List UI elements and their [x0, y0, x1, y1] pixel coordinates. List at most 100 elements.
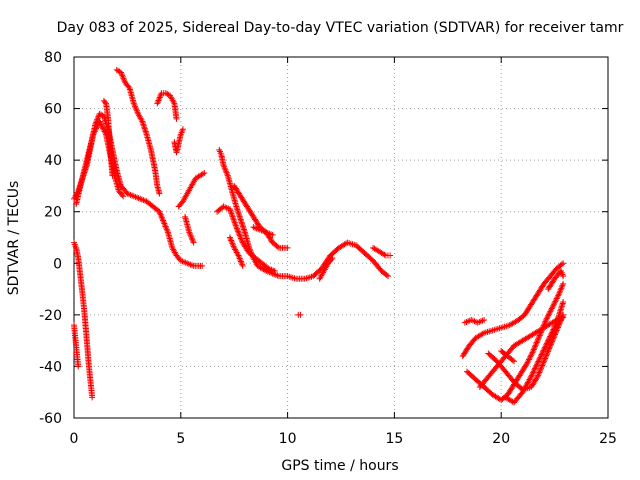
- data-point: [100, 125, 107, 132]
- series-arc-25: [498, 347, 518, 365]
- data-point: [557, 288, 564, 295]
- data-point: [222, 168, 229, 175]
- x-tick-label: 10: [279, 431, 297, 447]
- data-point: [99, 124, 106, 131]
- y-tick-labels: -60 -40 -20 0 20 40 60 80: [39, 50, 62, 427]
- data-point: [532, 364, 539, 371]
- data-point: [284, 244, 291, 251]
- grid: [74, 57, 608, 418]
- data-point: [237, 234, 244, 241]
- data-point: [540, 358, 547, 365]
- data-point: [164, 227, 171, 234]
- data-point: [533, 339, 540, 346]
- data-point: [549, 329, 556, 336]
- data-point: [535, 372, 542, 379]
- data-point: [220, 162, 227, 169]
- data-point: [239, 238, 246, 245]
- data-point: [534, 361, 541, 368]
- data-point: [118, 70, 125, 77]
- data-point: [179, 126, 186, 133]
- data-point: [553, 295, 560, 302]
- data-point: [541, 344, 548, 351]
- data-point: [274, 243, 281, 250]
- y-tick-label: 40: [44, 153, 62, 169]
- data-point: [186, 229, 193, 236]
- data-point: [189, 236, 196, 243]
- y-tick-label: 20: [44, 205, 62, 221]
- data-point: [238, 236, 245, 243]
- data-point: [528, 352, 535, 359]
- data-point: [534, 359, 541, 366]
- data-point: [547, 333, 554, 340]
- data-point: [381, 251, 388, 258]
- data-point: [479, 330, 486, 337]
- data-point: [132, 104, 139, 111]
- data-point: [545, 311, 552, 318]
- y-tick-label: -40: [39, 359, 62, 375]
- data-point: [239, 261, 246, 268]
- data-point: [237, 235, 244, 242]
- data-point: [228, 237, 235, 244]
- data-point: [96, 118, 103, 125]
- data-point: [533, 340, 540, 347]
- data-point: [133, 107, 140, 114]
- data-point: [536, 368, 543, 375]
- data-point: [156, 95, 163, 102]
- data-point: [94, 115, 101, 122]
- series-arc-6: [113, 66, 163, 197]
- data-point: [481, 317, 488, 324]
- data-point: [269, 231, 276, 238]
- data-point: [160, 219, 167, 226]
- data-point: [188, 235, 195, 242]
- data-point: [120, 75, 127, 82]
- data-point: [544, 339, 551, 346]
- data-point: [536, 369, 543, 376]
- data-point: [560, 260, 567, 267]
- data-point: [544, 314, 551, 321]
- data-point: [533, 362, 540, 369]
- data-point: [227, 235, 234, 242]
- data-point: [542, 343, 549, 350]
- data-point: [527, 353, 534, 360]
- data-point: [550, 301, 557, 308]
- data-point: [530, 346, 537, 353]
- tick-marks: [73, 56, 609, 419]
- data-point: [271, 268, 278, 275]
- series-arc-17: [316, 255, 336, 282]
- data-point: [534, 373, 541, 380]
- data-point: [75, 363, 82, 370]
- data-point: [199, 262, 206, 269]
- data-point: [541, 345, 548, 352]
- x-tick-label: 15: [385, 431, 403, 447]
- data-point: [543, 351, 550, 358]
- data-point: [154, 100, 161, 107]
- data-point: [527, 375, 534, 382]
- data-point: [542, 355, 549, 362]
- data-point: [132, 103, 139, 110]
- data-point: [162, 223, 169, 230]
- data-point: [133, 106, 140, 113]
- data-point: [532, 365, 539, 372]
- data-point: [228, 238, 235, 245]
- data-point: [537, 354, 544, 361]
- data-point: [557, 286, 564, 293]
- series-arc-5: [100, 97, 116, 179]
- data-point: [221, 163, 228, 170]
- data-point: [190, 239, 197, 246]
- y-tick-label: 60: [44, 102, 62, 118]
- data-point: [98, 121, 105, 128]
- data-point: [533, 375, 540, 382]
- data-point: [92, 127, 99, 134]
- data-point: [551, 325, 558, 332]
- data-point: [130, 100, 137, 107]
- series-arc-10: [182, 213, 197, 246]
- x-tick-label: 20: [492, 431, 510, 447]
- series-arc-15: [250, 224, 276, 238]
- data-point: [539, 362, 546, 369]
- data-point: [239, 262, 246, 269]
- data-point: [229, 240, 236, 247]
- data-point: [119, 72, 126, 79]
- data-point: [119, 73, 126, 80]
- data-point: [93, 125, 100, 132]
- data-point: [531, 343, 538, 350]
